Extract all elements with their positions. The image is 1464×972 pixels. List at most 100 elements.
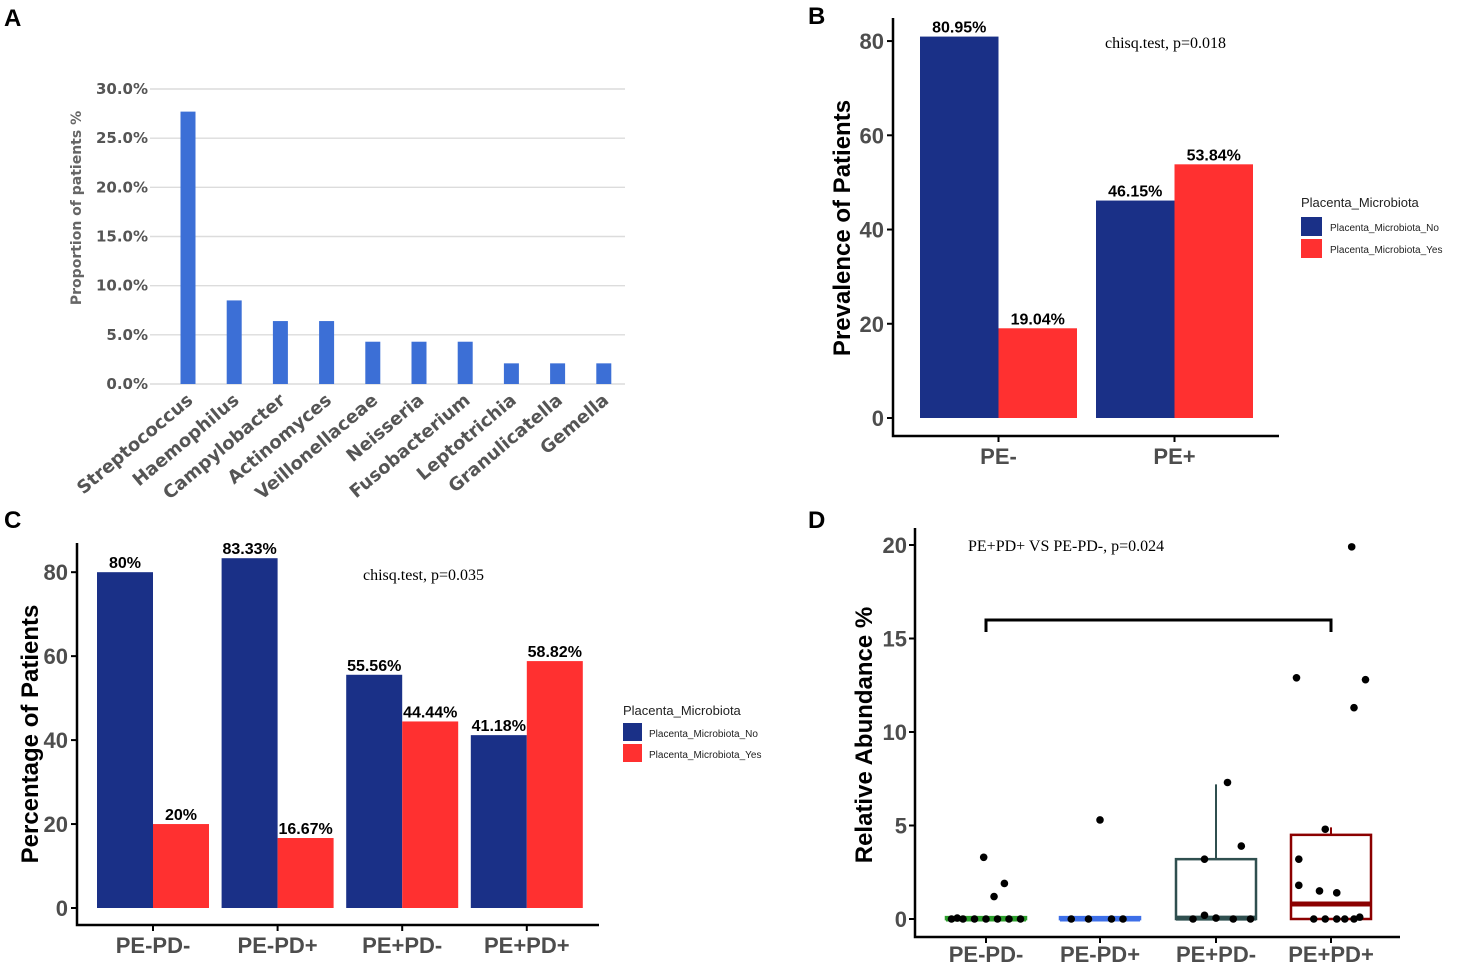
chart-b-data-label: 19.04% [1011, 311, 1065, 328]
chart-c-legend-no: Placenta_Microbiota_No [649, 729, 758, 740]
chart-c-ylabel: Percentage of Patients [17, 605, 44, 864]
chart-c-data-label: 44.44% [403, 704, 457, 721]
chart-c-xtick-label: PE+PD- [362, 933, 442, 958]
chart-b-annotation: chisq.test, p=0.018 [1105, 35, 1226, 52]
chart-b-ytick-label: 60 [860, 123, 884, 148]
chart-d-point [1246, 915, 1255, 923]
chart-a-ytick-label: 0.0% [106, 375, 148, 393]
chart-d-point [1067, 915, 1076, 923]
chart-c-ytick-label: 0 [56, 896, 68, 921]
chart-d-point [990, 892, 998, 901]
chart-d-point [1000, 879, 1009, 888]
chart-d-point [1355, 913, 1364, 921]
chart-b-ytick-label: 20 [860, 312, 884, 337]
chart-b-ylabel: Prevalence of Patients [829, 100, 856, 356]
chart-c-xtick-label: PE-PD+ [238, 933, 318, 958]
chart-b-data-label: 80.95% [932, 20, 986, 37]
chart-d-point [1315, 887, 1324, 895]
chart-d-point [1332, 889, 1341, 897]
chart-d-point [959, 915, 967, 923]
chart-c-bar [526, 661, 583, 908]
chart-c-ytick-label: 60 [44, 644, 68, 669]
chart-d-point [1332, 915, 1341, 923]
chart-a-bar [272, 321, 288, 384]
chart-d-point [947, 915, 956, 923]
chart-d-point [1295, 855, 1303, 863]
chart-c-xtick-label: PE-PD- [116, 933, 191, 958]
chart-d-ylabel: Relative Abundance % [851, 607, 878, 864]
chart-c-legend-swatch-no [623, 723, 642, 741]
chart-c-data-label: 55.56% [347, 658, 401, 675]
chart-d-ytick-label: 15 [883, 627, 907, 652]
chart-c-legend-yes: Placenta_Microbiota_Yes [649, 750, 761, 761]
chart-d-point [979, 853, 988, 862]
chart-d-annotation: PE+PD+ VS PE-PD-, p=0.024 [968, 538, 1164, 555]
chart-b-bar [920, 36, 999, 419]
chart-d-point [1223, 778, 1232, 787]
chart-b-bar [998, 328, 1077, 418]
chart-a-ytick-label: 15.0% [96, 228, 148, 246]
chart-d: 0 5 10 15 20 PE-PD- PE-PD+ PE+PD- PE+PD+ Relati… [851, 528, 1400, 967]
chart-b: 80.95% 19.04% 46.15% 53.84% 0 20 40 60 80 PE- PE… [829, 18, 1442, 469]
chart-c-legend-swatch-yes [623, 744, 642, 762]
chart-d-point [1341, 915, 1349, 923]
chart-c-ytick-label: 80 [44, 560, 68, 585]
chart-c-ytick-label: 40 [44, 728, 68, 753]
chart-a-bar [365, 341, 381, 384]
chart-b-data-label: 53.84% [1187, 147, 1241, 164]
chart-b-ytick-label: 0 [872, 406, 884, 431]
chart-c-data-label: 58.82% [528, 644, 582, 661]
chart-d-xtick-label: PE+PD+ [1288, 942, 1374, 967]
chart-d-significance-bracket [984, 618, 1333, 632]
chart-a-ylabel: Proportion of patients % [69, 111, 85, 305]
chart-d-point [993, 915, 1002, 923]
chart-d-point [1361, 675, 1370, 684]
chart-d-xtick-label: PE-PD+ [1060, 942, 1140, 967]
chart-d-point [1347, 543, 1356, 551]
chart-a-bar [180, 111, 196, 384]
chart-c-ytick-label: 20 [44, 812, 68, 837]
chart-b-legend-swatch-no [1301, 217, 1322, 236]
chart-d-point [1200, 855, 1209, 863]
chart-a-bar [596, 363, 612, 384]
chart-a-bar [503, 363, 519, 384]
chart-c-legend: Placenta_Microbiota Placenta_Microbiota_… [623, 703, 761, 762]
chart-c: 80% 20% 83.33% 16.67% 55.56% 44.44% 41.18% 58.8… [17, 541, 761, 958]
chart-c-legend-title: Placenta_Microbiota [623, 703, 742, 718]
chart-d-ytick-label: 0 [895, 907, 907, 932]
chart-c-xtick-label: PE+PD+ [484, 933, 570, 958]
chart-a-ytick-label: 20.0% [96, 178, 148, 196]
chart-a-bar [411, 341, 427, 384]
chart-b-ytick-label: 80 [860, 29, 884, 54]
chart-c-bar [97, 572, 153, 908]
chart-c-bar [346, 674, 403, 908]
chart-d-point [1096, 816, 1104, 824]
chart-d-point [1350, 915, 1358, 923]
chart-d-point [1084, 915, 1093, 923]
chart-a-bar [550, 363, 566, 384]
chart-d-point [1229, 915, 1238, 923]
panel-letter-a: A [4, 5, 21, 32]
chart-d-point [982, 915, 990, 923]
chart-b-legend: Placenta_Microbiota Placenta_Microbiota_… [1301, 195, 1442, 258]
chart-d-box [1174, 857, 1258, 921]
chart-c-data-label: 80% [109, 555, 141, 572]
panel-letter-b: B [808, 3, 825, 30]
chart-b-axis [891, 18, 1279, 438]
chart-b-legend-yes: Placenta_Microbiota_Yes [1330, 245, 1442, 256]
chart-a-bar [226, 300, 242, 384]
chart-c-bar [402, 721, 459, 908]
chart-c-bar [277, 838, 334, 908]
chart-d-point [970, 915, 979, 923]
chart-b-xtick-label: PE+ [1153, 444, 1195, 469]
chart-d-ytick-label: 10 [883, 720, 907, 745]
chart-c-data-label: 20% [165, 807, 197, 824]
chart-d-point [1321, 825, 1330, 834]
chart-d-point [1119, 915, 1127, 923]
chart-a-ytick-label: 10.0% [96, 277, 148, 295]
chart-b-legend-swatch-yes [1301, 239, 1322, 258]
chart-c-data-label: 41.18% [472, 718, 526, 735]
chart-b-ytick-label: 40 [860, 218, 884, 243]
chart-c-data-label: 83.33% [222, 541, 276, 558]
